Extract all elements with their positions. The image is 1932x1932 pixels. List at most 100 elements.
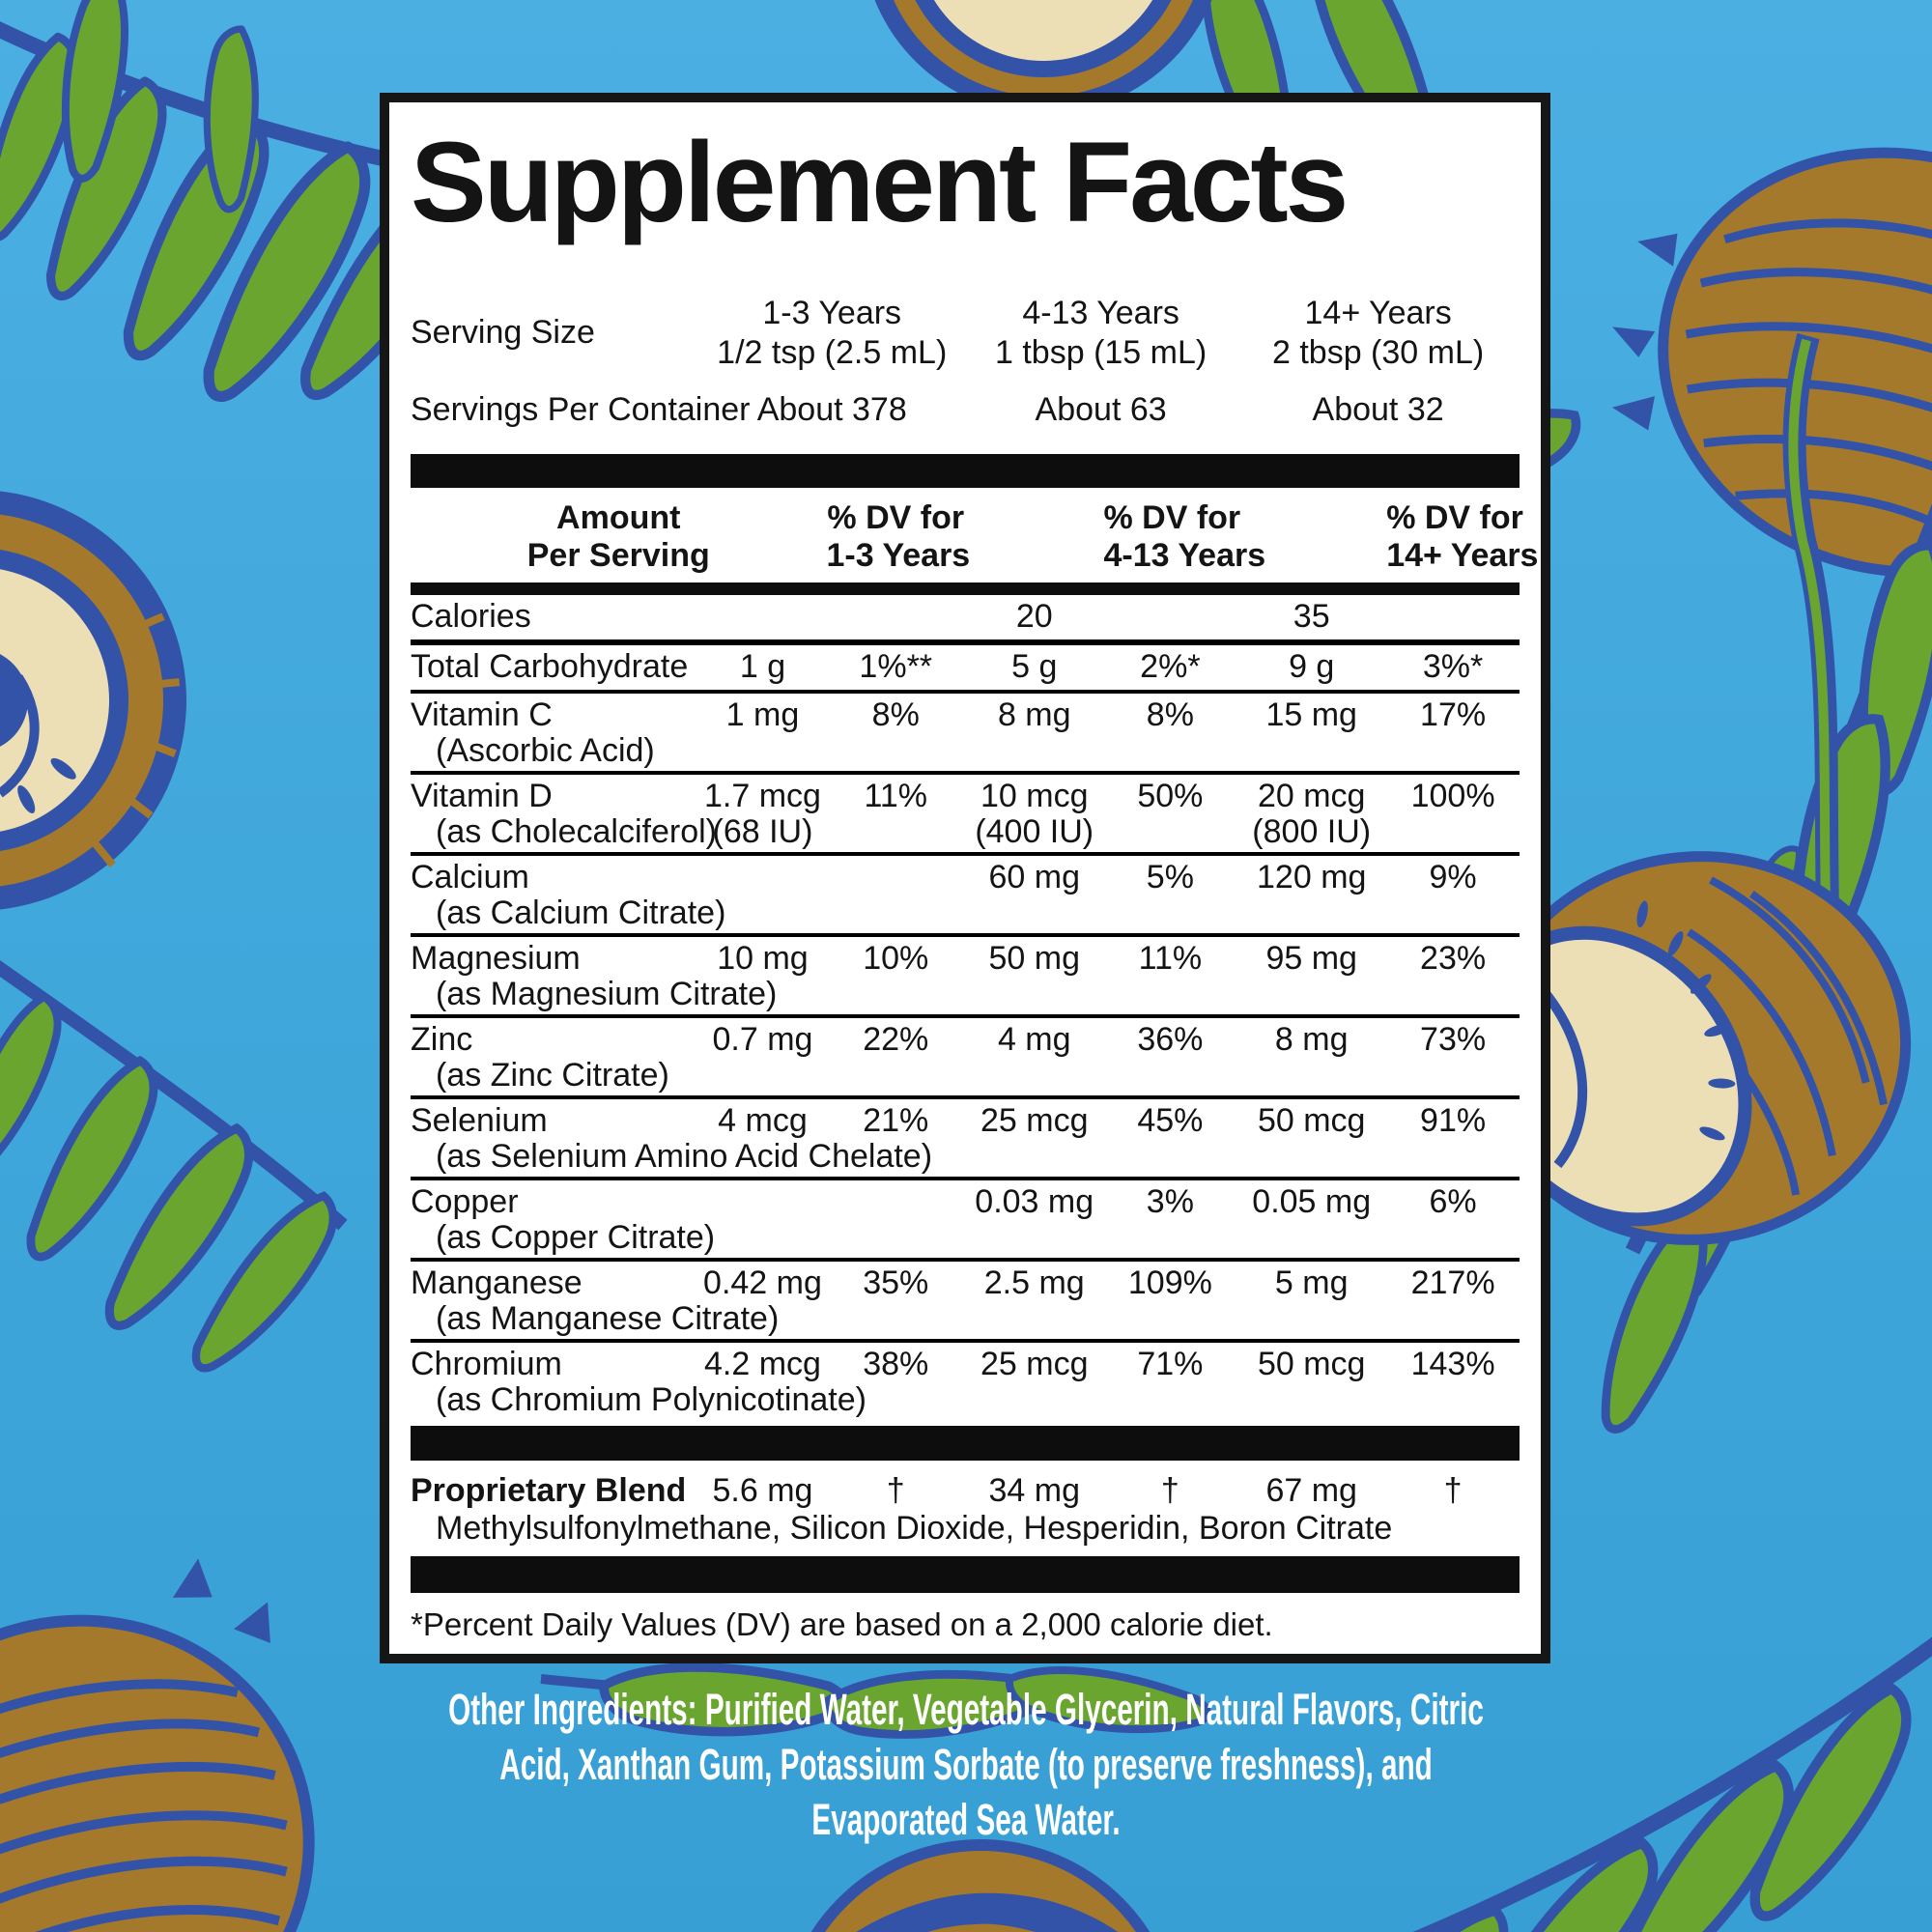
other-ingredients-line: Evaporated Sea Water. xyxy=(811,1795,1121,1844)
nutrient-form: (as Copper Citrate) xyxy=(436,1219,716,1257)
nutrient-name: Selenium xyxy=(411,1102,548,1140)
dv-cell: 17% xyxy=(1420,696,1487,734)
dv-cell: 38% xyxy=(863,1346,929,1383)
coconut-icon xyxy=(0,1558,315,1932)
palm-frond-icon xyxy=(540,1639,1211,1762)
blend-name: Proprietary Blend xyxy=(411,1472,687,1510)
iu-cell: (800 IU) xyxy=(1252,813,1372,851)
servings-count: About 378 xyxy=(756,390,907,428)
nutrient-name: Zinc xyxy=(411,1021,473,1059)
serving-amount: 1 tbsp (15 mL) xyxy=(995,333,1208,371)
dv-cell: 11% xyxy=(1138,940,1203,978)
nutrient-table: Calories 20 35 Total Carbohydrate 1 g 1%… xyxy=(411,595,1520,1420)
dv-cell xyxy=(826,859,965,896)
dv-cell xyxy=(826,598,965,636)
dv-cell xyxy=(1386,598,1520,636)
table-row-vitamin-d: Vitamin D 1.7 mcg 11% 10 mcg 50% 20 mcg … xyxy=(411,771,1520,852)
footnote: **Percent Daily Values (DV) are based on… xyxy=(411,1646,1520,1654)
age-group-14plus: 14+ Years 2 tbsp (30 mL) xyxy=(1236,294,1520,373)
dv-cell: 6% xyxy=(1429,1183,1477,1221)
amount-cell xyxy=(698,859,826,896)
amount-cell: 4.2 mcg xyxy=(704,1346,821,1383)
table-header: Amount Per Serving % DV for 1-3 Years % … xyxy=(411,488,1539,582)
amount-cell: 50 mg xyxy=(988,940,1080,978)
other-ingredients-line: Acid, Xanthan Gum, Potassium Sorbate (to… xyxy=(499,1740,1433,1789)
dv-cell: † xyxy=(1443,1472,1463,1510)
table-row-chromium: Chromium 4.2 mcg 38% 25 mcg 71% 50 mcg 1… xyxy=(411,1339,1520,1420)
dv-cell: 3%* xyxy=(1422,648,1484,686)
amount-cell: 25 mcg xyxy=(980,1346,1089,1383)
nutrient-form: (Ascorbic Acid) xyxy=(436,732,655,770)
dv-cell: 23% xyxy=(1420,940,1487,978)
amount-cell: 20 mcg xyxy=(1257,778,1366,815)
supplement-facts-label: Supplement Facts Serving Size 1-3 Years … xyxy=(380,93,1550,1663)
nutrient-name: Copper xyxy=(411,1183,519,1221)
table-row-magnesium: Magnesium 10 mg 10% 50 mg 11% 95 mg 23% … xyxy=(411,933,1520,1014)
amount-cell: 95 mg xyxy=(1265,940,1357,978)
coconut-icon xyxy=(780,1839,1181,1932)
amount-cell: 50 mcg xyxy=(1257,1102,1366,1140)
amount-cell xyxy=(698,598,826,636)
dv-cell: 91% xyxy=(1420,1102,1487,1140)
amount-cell: 5.6 mg xyxy=(712,1472,813,1510)
amount-cell: 4 mg xyxy=(997,1021,1071,1059)
table-row-zinc: Zinc 0.7 mg 22% 4 mg 36% 8 mg 73% (as Zi… xyxy=(411,1014,1520,1095)
nutrient-form: (as Selenium Amino Acid Chelate) xyxy=(436,1138,933,1176)
header-dv-14plus: % DV for 14+ Years xyxy=(1386,499,1539,574)
nutrient-name: Calcium xyxy=(411,859,529,896)
amount-cell: 9 g xyxy=(1289,648,1335,686)
amount-cell: 25 mcg xyxy=(980,1102,1089,1140)
proprietary-blend-row: Proprietary Blend 5.6 mg † 34 mg † 67 mg… xyxy=(411,1470,1520,1547)
page-title: Supplement Facts xyxy=(411,119,1349,246)
header-spacer xyxy=(1236,499,1386,574)
amount-cell: 0.03 mg xyxy=(975,1183,1094,1221)
dv-cell: 36% xyxy=(1137,1021,1204,1059)
nutrient-form: (as Chromium Polynicotinate) xyxy=(436,1381,867,1419)
serving-amount: 1/2 tsp (2.5 mL) xyxy=(717,333,948,371)
amount-cell: 35 xyxy=(1293,598,1330,636)
iu-cell: (400 IU) xyxy=(975,813,1094,851)
amount-cell: 120 mg xyxy=(1257,859,1367,896)
dv-cell: 10% xyxy=(863,940,929,978)
divider-bar xyxy=(411,454,1520,489)
servings-per-container-row: Servings Per Container About 378 About 6… xyxy=(411,390,1520,430)
serving-size-row: Serving Size 1-3 Years 1/2 tsp (2.5 mL) … xyxy=(411,294,1520,373)
table-row-manganese: Manganese 0.42 mg 35% 2.5 mg 109% 5 mg 2… xyxy=(411,1258,1520,1339)
age-group-title: 14+ Years xyxy=(1304,295,1452,331)
amount-cell: 60 mg xyxy=(988,859,1080,896)
dv-cell: 2%* xyxy=(1140,648,1201,686)
divider-bar xyxy=(411,1556,1520,1594)
dv-cell: 1%** xyxy=(859,648,933,686)
amount-cell: 34 mg xyxy=(988,1472,1080,1510)
coconut-icon xyxy=(1611,147,1932,578)
blend-ingredients: Methylsulfonylmethane, Silicon Dioxide, … xyxy=(436,1510,1393,1548)
table-row-selenium: Selenium 4 mcg 21% 25 mcg 45% 50 mcg 91%… xyxy=(411,1095,1520,1177)
header-dv-4-13: % DV for 4-13 Years xyxy=(1103,499,1266,574)
table-row-copper: Copper 0.03 mg 3% 0.05 mg 6% (as Copper … xyxy=(411,1177,1520,1258)
divider-bar xyxy=(411,1426,1520,1462)
dv-cell: 73% xyxy=(1420,1021,1487,1059)
amount-cell: 1 g xyxy=(739,648,786,686)
nutrient-name: Magnesium xyxy=(411,940,581,978)
nutrient-form: (as Calcium Citrate) xyxy=(436,895,726,932)
amount-cell: 2.5 mg xyxy=(983,1264,1085,1302)
amount-cell: 8 mg xyxy=(997,696,1071,734)
dv-cell: 21% xyxy=(863,1102,929,1140)
palm-frond-icon xyxy=(0,959,345,1392)
dv-cell: 5% xyxy=(1146,859,1194,896)
dv-cell: 217% xyxy=(1410,1264,1495,1302)
nutrient-name: Total Carbohydrate xyxy=(411,648,689,686)
amount-cell: 1 mg xyxy=(725,696,800,734)
dv-cell xyxy=(826,1183,965,1221)
header-spacer xyxy=(965,499,1104,574)
servings-per-container-label: Servings Per Container xyxy=(411,390,751,428)
amount-cell: 20 xyxy=(1015,598,1053,636)
iu-cell: (68 IU) xyxy=(712,813,813,851)
servings-count: About 32 xyxy=(1312,390,1444,428)
nutrient-name: Manganese xyxy=(411,1264,582,1302)
dv-cell: 11% xyxy=(864,778,927,815)
amount-cell: 8 mg xyxy=(1274,1021,1349,1059)
amount-cell: 5 mg xyxy=(1274,1264,1349,1302)
dv-cell: 9% xyxy=(1429,859,1477,896)
dv-cell: 35% xyxy=(863,1264,929,1302)
